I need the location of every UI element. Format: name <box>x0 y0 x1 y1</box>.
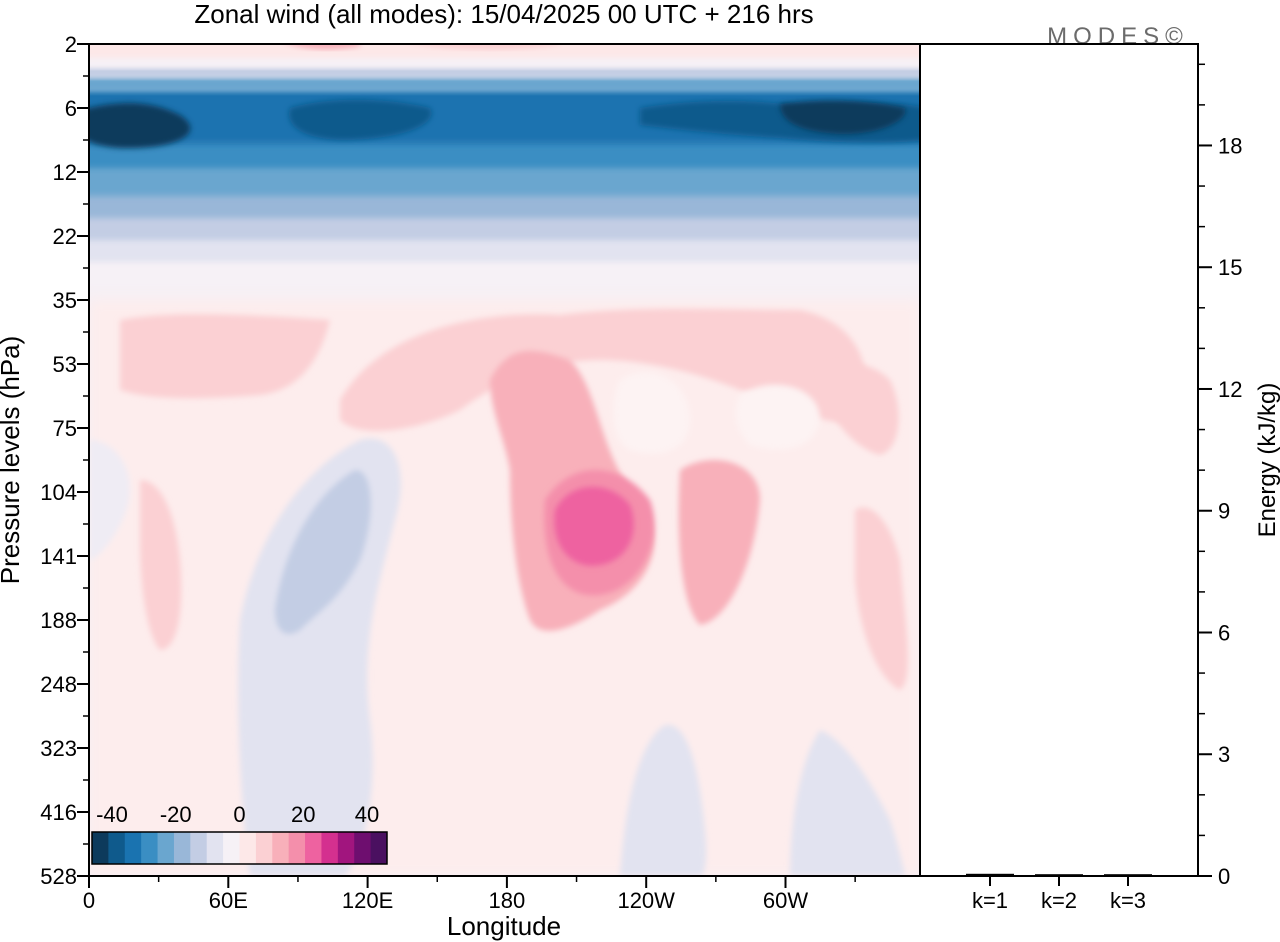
y-axis-label: Pressure levels (hPa) <box>0 336 25 585</box>
y-tick-label: 528 <box>40 864 77 889</box>
chart-title: Zonal wind (all modes): 15/04/2025 00 UT… <box>194 0 813 29</box>
energy-tick-label: 9 <box>1218 499 1230 524</box>
field-lilac-4 <box>89 440 130 560</box>
y-tick-label: 104 <box>40 480 77 505</box>
colorbar-swatch <box>190 832 208 864</box>
y-tick-label: 323 <box>40 736 77 761</box>
y-tick-label: 35 <box>53 288 77 313</box>
heatmap-field <box>89 44 920 876</box>
y-tick-label: 6 <box>65 96 77 121</box>
colorbar-label: 0 <box>233 802 245 827</box>
x-tick-label: 120W <box>617 888 675 913</box>
energy-tick-label: 15 <box>1218 255 1242 280</box>
energy-axis-label: Energy (kJ/kg) <box>1254 383 1280 538</box>
y-tick-label: 141 <box>40 544 77 569</box>
x-tick-label: 0 <box>83 888 95 913</box>
band-core-2 <box>289 99 432 140</box>
energy-tick-label: 18 <box>1218 133 1242 158</box>
colorbar-swatch <box>239 832 257 864</box>
colorbar-border <box>91 831 388 865</box>
colorbar-label: -40 <box>96 802 128 827</box>
x-tick-label: 60W <box>763 888 808 913</box>
colorbar-swatch <box>337 832 355 864</box>
energy-tick-label: 0 <box>1218 864 1230 889</box>
colorbar-swatch <box>108 832 126 864</box>
field-pink-5 <box>678 460 760 625</box>
energy-bars: k=1 k=2 k=3 <box>966 873 1152 913</box>
y-tick-label: 53 <box>53 352 77 377</box>
field-pink-8 <box>855 507 908 690</box>
field-pink-9 <box>820 363 899 455</box>
field-pink-7 <box>140 480 182 650</box>
colorbar-swatch <box>223 832 240 864</box>
y-tick-label: 22 <box>53 224 77 249</box>
band-10 <box>89 56 920 68</box>
colorbar-swatch <box>255 832 273 864</box>
colorbar: -40 -20 0 20 40 <box>91 802 388 865</box>
band-8 <box>89 76 920 92</box>
x-tick-label: 60E <box>209 888 248 913</box>
field-jet-core <box>554 486 634 566</box>
x-tick-label: 120E <box>342 888 393 913</box>
x-tick-label: 180 <box>489 888 526 913</box>
field-lilac-3 <box>790 730 905 876</box>
field-white-2 <box>735 384 820 450</box>
energy-axes: 0 3 6 9 12 15 18 <box>1198 63 1242 889</box>
energy-tick-label: 12 <box>1218 377 1242 402</box>
colorbar-label: -20 <box>160 802 192 827</box>
band-11 <box>89 44 920 58</box>
energy-category-label: k=3 <box>1110 888 1146 913</box>
energy-category-label: k=2 <box>1041 888 1077 913</box>
energy-panel-frame <box>919 43 1199 877</box>
x-axis-label: Longitude <box>447 911 561 941</box>
band-pink-top-1 <box>290 44 360 50</box>
colorbar-swatch <box>288 832 306 864</box>
energy-category-label: k=1 <box>972 888 1008 913</box>
colorbar-swatch <box>305 832 322 864</box>
energy-tick-label: 6 <box>1218 620 1230 645</box>
colorbar-label: 20 <box>291 802 315 827</box>
band-9 <box>89 66 920 78</box>
field-pink-2 <box>120 314 330 399</box>
colorbar-swatch <box>206 832 224 864</box>
colorbar-swatch <box>92 832 109 864</box>
colorbar-swatch <box>354 832 372 864</box>
colorbar-swatch <box>370 832 388 864</box>
y-tick-label: 75 <box>53 416 77 441</box>
field-lilac-2 <box>620 724 707 876</box>
colorbar-label: 40 <box>355 802 379 827</box>
field-pink-3 <box>340 308 867 431</box>
y-tick-label: 188 <box>40 608 77 633</box>
colorbar-swatch <box>141 832 159 864</box>
colorbar-swatch <box>157 832 175 864</box>
energy-bar <box>966 873 1014 876</box>
energy-tick-label: 3 <box>1218 742 1230 767</box>
colorbar-swatch <box>124 832 142 864</box>
field-blue-1 <box>275 470 371 634</box>
colorbar-swatch <box>173 832 191 864</box>
band-core-1 <box>89 103 191 149</box>
colorbar-swatch <box>272 832 290 864</box>
y-tick-label: 248 <box>40 672 77 697</box>
energy-bar <box>1035 874 1083 876</box>
y-tick-label: 2 <box>65 32 77 57</box>
band-pink-top-2 <box>417 44 560 50</box>
band-core-4 <box>780 100 906 135</box>
field-white-1 <box>613 372 690 454</box>
energy-bar <box>1104 874 1152 876</box>
colorbar-swatch <box>321 832 339 864</box>
y-tick-label: 416 <box>40 800 77 825</box>
y-tick-label: 12 <box>53 160 77 185</box>
